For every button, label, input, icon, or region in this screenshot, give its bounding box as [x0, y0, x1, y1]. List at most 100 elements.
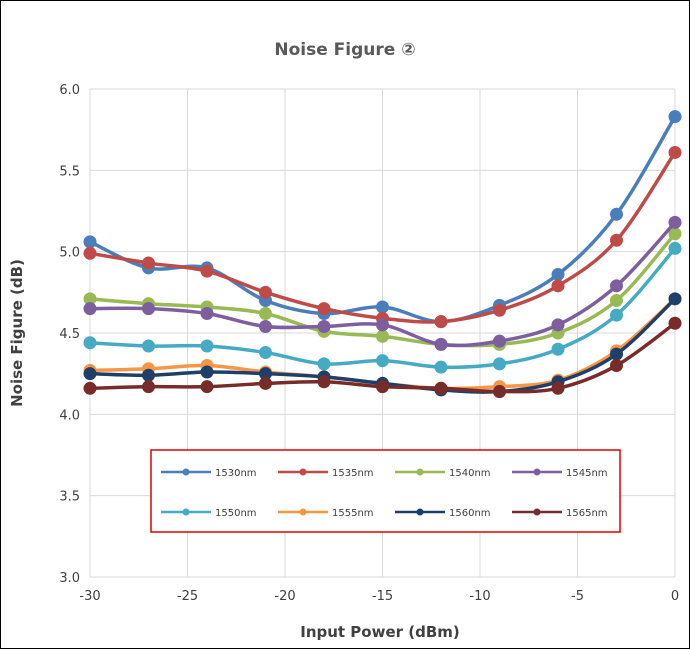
legend-swatch-marker: [416, 508, 424, 516]
data-point: [259, 306, 272, 320]
data-point: [434, 381, 448, 395]
data-point: [142, 368, 155, 382]
legend-label: 1555nm: [332, 508, 374, 519]
data-point: [668, 227, 682, 241]
series-line: [88, 114, 677, 324]
data-point: [610, 207, 623, 221]
data-point: [434, 315, 448, 329]
data-point: [259, 346, 272, 360]
legend-label: 1565nm: [566, 508, 608, 519]
data-point: [142, 380, 155, 394]
data-point: [551, 342, 565, 356]
data-point: [376, 354, 389, 368]
legend-item: 1530nm: [161, 468, 257, 479]
data-point: [259, 319, 272, 333]
legend-item: 1545nm: [512, 468, 608, 479]
data-point: [551, 267, 565, 281]
y-tick-label: 3.5: [59, 490, 80, 505]
data-point: [142, 339, 155, 353]
data-point: [200, 264, 214, 278]
x-axis-ticks: -30 -25 -20 -15 -10 -5 0: [79, 589, 679, 604]
data-point: [668, 292, 682, 306]
data-point: [668, 241, 682, 255]
data-point: [376, 329, 389, 343]
legend-swatch-marker: [299, 508, 307, 516]
y-tick-label: 5.5: [59, 164, 80, 179]
legend-label: 1560nm: [449, 508, 491, 519]
series-1550nm: [83, 241, 682, 374]
chart-title: Noise Figure ②: [274, 40, 415, 60]
series-1545nm: [83, 215, 682, 351]
data-point: [668, 215, 682, 229]
legend-swatch-marker: [533, 468, 541, 476]
data-point: [610, 279, 623, 293]
data-point: [434, 337, 448, 351]
series-1565nm: [83, 316, 682, 399]
data-point: [83, 292, 97, 306]
legend-item: 1555nm: [278, 508, 374, 519]
legend: 1530nm 1535nm 1540nm 1545nm 1550nm 1555nm 1560…: [150, 449, 621, 533]
y-axis-title: Noise Figure (dB): [8, 259, 26, 407]
data-point: [317, 357, 331, 371]
legend-swatch-marker: [416, 468, 424, 476]
y-tick-label: 6.0: [59, 83, 80, 98]
data-point: [668, 316, 682, 330]
legend-label: 1550nm: [215, 508, 257, 519]
data-point: [610, 233, 623, 247]
data-point: [376, 380, 389, 394]
data-point: [493, 385, 506, 399]
y-tick-label: 4.5: [59, 327, 80, 342]
legend-swatch-marker: [533, 508, 541, 516]
x-tick-label: -15: [372, 589, 393, 604]
data-point: [83, 381, 97, 395]
y-tick-label: 3.0: [59, 571, 80, 586]
data-point: [200, 339, 214, 353]
data-point: [317, 375, 331, 389]
x-tick-label: -10: [469, 589, 490, 604]
data-point: [83, 336, 97, 350]
legend-swatch-marker: [182, 508, 190, 516]
data-point: [493, 334, 506, 348]
legend-item: 1550nm: [161, 508, 257, 519]
x-axis-title: Input Power (dBm): [300, 623, 460, 641]
legend-label: 1530nm: [215, 468, 257, 479]
legend-box: [150, 449, 621, 533]
data-point: [610, 359, 623, 373]
x-tick-label: -5: [571, 589, 584, 604]
data-point: [83, 235, 97, 249]
data-point: [200, 365, 214, 379]
data-point: [610, 347, 623, 361]
legend-item: 1565nm: [512, 508, 608, 519]
data-point: [493, 303, 506, 317]
data-point: [200, 306, 214, 320]
legend-label: 1540nm: [449, 468, 491, 479]
data-point: [83, 367, 97, 381]
data-point: [142, 302, 155, 316]
data-point: [610, 308, 623, 322]
data-point: [83, 246, 97, 260]
data-point: [668, 110, 682, 124]
series-1535nm: [83, 145, 682, 329]
series-line: [88, 150, 677, 324]
y-tick-label: 5.0: [59, 246, 80, 261]
data-point: [200, 380, 214, 394]
data-point: [259, 285, 272, 299]
data-point: [668, 145, 682, 159]
data-point: [434, 360, 448, 374]
data-point: [610, 293, 623, 307]
data-point: [142, 256, 155, 270]
legend-swatch-marker: [182, 468, 190, 476]
data-point: [551, 318, 565, 332]
series-lines: [83, 110, 682, 399]
legend-item: 1540nm: [395, 468, 491, 479]
x-tick-label: 0: [671, 589, 679, 604]
data-point: [551, 381, 565, 395]
data-point: [259, 367, 272, 381]
legend-item: 1560nm: [395, 508, 491, 519]
data-point: [376, 300, 389, 314]
x-tick-label: -20: [274, 589, 295, 604]
data-point: [317, 302, 331, 316]
x-tick-label: -25: [177, 589, 198, 604]
y-axis-ticks: 3.0 3.5 4.0 4.5 5.0 5.5 6.0: [59, 83, 80, 586]
y-tick-label: 4.0: [59, 408, 80, 423]
